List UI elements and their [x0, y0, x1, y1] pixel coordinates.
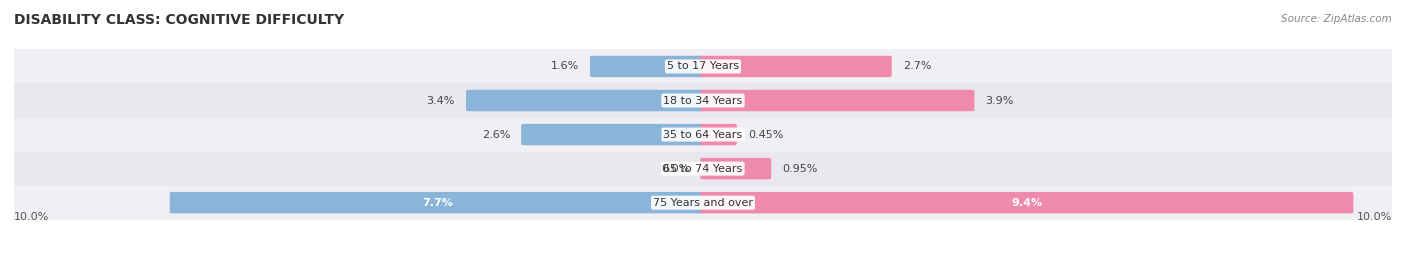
Text: 0.45%: 0.45% — [748, 130, 783, 140]
Text: 0.0%: 0.0% — [661, 164, 689, 174]
Text: 75 Years and over: 75 Years and over — [652, 198, 754, 208]
Text: 3.4%: 3.4% — [426, 96, 456, 106]
Text: 18 to 34 Years: 18 to 34 Years — [664, 96, 742, 106]
Text: 9.4%: 9.4% — [1011, 198, 1042, 208]
Text: 1.6%: 1.6% — [551, 62, 579, 72]
Text: 3.9%: 3.9% — [986, 96, 1014, 106]
FancyBboxPatch shape — [700, 124, 737, 145]
Bar — [14, 117, 1392, 151]
FancyBboxPatch shape — [522, 124, 706, 145]
Text: Source: ZipAtlas.com: Source: ZipAtlas.com — [1281, 14, 1392, 23]
Bar — [14, 49, 1392, 83]
FancyBboxPatch shape — [170, 192, 706, 213]
FancyBboxPatch shape — [700, 158, 772, 179]
Text: 5 to 17 Years: 5 to 17 Years — [666, 62, 740, 72]
Text: DISABILITY CLASS: COGNITIVE DIFFICULTY: DISABILITY CLASS: COGNITIVE DIFFICULTY — [14, 14, 344, 28]
FancyBboxPatch shape — [700, 56, 891, 77]
Text: 0.95%: 0.95% — [782, 164, 818, 174]
FancyBboxPatch shape — [700, 192, 1354, 213]
Text: 7.7%: 7.7% — [422, 198, 453, 208]
Bar — [14, 83, 1392, 117]
FancyBboxPatch shape — [700, 90, 974, 111]
Bar — [14, 151, 1392, 186]
FancyBboxPatch shape — [591, 56, 706, 77]
Text: 10.0%: 10.0% — [14, 212, 49, 222]
Text: 35 to 64 Years: 35 to 64 Years — [664, 130, 742, 140]
Text: 65 to 74 Years: 65 to 74 Years — [664, 164, 742, 174]
Text: 2.7%: 2.7% — [903, 62, 931, 72]
FancyBboxPatch shape — [465, 90, 706, 111]
Text: 2.6%: 2.6% — [482, 130, 510, 140]
Text: 10.0%: 10.0% — [1357, 212, 1392, 222]
Bar — [14, 186, 1392, 220]
